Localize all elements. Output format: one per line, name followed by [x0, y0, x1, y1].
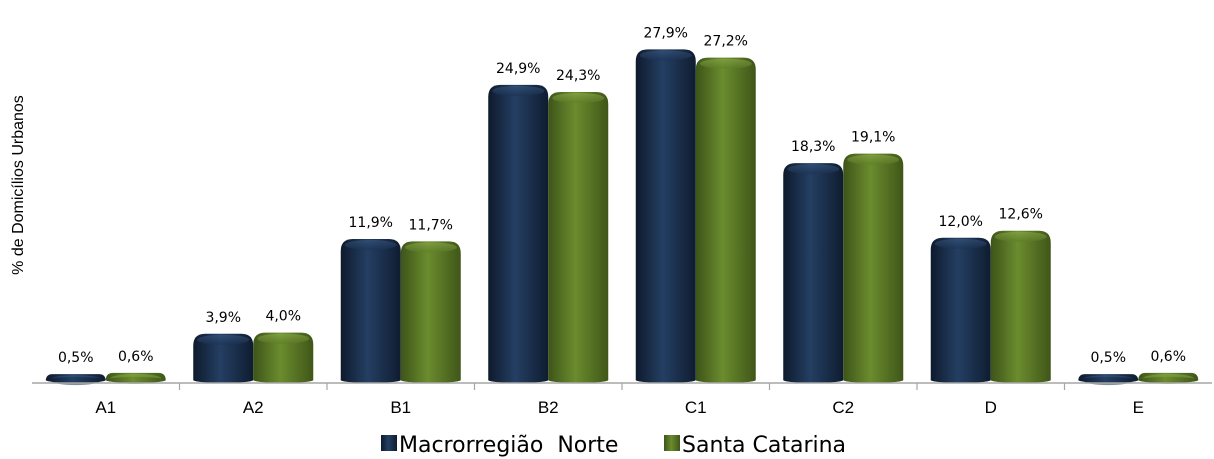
legend-label-santa-catarina: Santa Catarina	[682, 433, 846, 458]
x-tick-label-a2: A2	[243, 398, 264, 417]
x-tick-label-d: D	[985, 398, 997, 417]
bar-macrorregiao-norte-d	[930, 237, 991, 383]
legend-label-macrorregiao-norte: Macrorregião Norte	[399, 433, 618, 458]
data-label-santa-catarina-c2: 19,1%	[851, 130, 895, 146]
data-label-santa-catarina-a1: 0,6%	[118, 349, 154, 365]
data-label-macrorregiao-norte-b1: 11,9%	[349, 215, 393, 231]
legend-item-santa-catarina: Santa Catarina	[664, 433, 846, 458]
bar-santa-catarina-a1	[105, 372, 166, 384]
data-label-santa-catarina-b2: 24,3%	[556, 68, 600, 84]
bar-macrorregiao-norte-c2	[783, 163, 844, 383]
data-label-macrorregiao-norte-b2: 24,9%	[496, 61, 540, 77]
bars-layer	[45, 49, 1199, 386]
bar-santa-catarina-e	[1138, 372, 1199, 384]
bar-macrorregiao-norte-b1	[340, 238, 401, 383]
x-tick-label-c1: C1	[685, 398, 707, 417]
x-tick-label-b1: B1	[390, 398, 411, 417]
x-tick-label-b2: B2	[538, 398, 559, 417]
legend: Macrorregião Norte Santa Catarina	[381, 433, 846, 458]
data-label-macrorregiao-norte-a1: 0,5%	[58, 350, 94, 366]
x-tick-label-a1: A1	[95, 398, 116, 417]
data-label-macrorregiao-norte-c1: 27,9%	[644, 25, 688, 41]
data-label-santa-catarina-d: 12,6%	[999, 207, 1043, 223]
data-labels-layer: 0,5% 0,6% 3,9% 4,0% 11,9% 11,7% 24,9% 24,3% 27,9…	[58, 25, 1186, 366]
data-label-macrorregiao-norte-a2: 3,9%	[205, 310, 241, 326]
x-tick-label-c2: C2	[832, 398, 854, 417]
data-label-macrorregiao-norte-d: 12,0%	[939, 214, 983, 230]
bar-santa-catarina-b2	[548, 92, 609, 383]
bar-macrorregiao-norte-b2	[488, 84, 549, 383]
bar-macrorregiao-norte-c1	[635, 49, 696, 383]
bar-santa-catarina-c2	[843, 153, 904, 383]
bar-santa-catarina-a2	[253, 332, 314, 383]
x-axis-ticks: A1 A2 B1 B2 C1 C2 D E	[95, 383, 1144, 417]
bar-santa-catarina-d	[990, 230, 1051, 383]
data-label-santa-catarina-e: 0,6%	[1150, 349, 1186, 365]
data-label-macrorregiao-norte-e: 0,5%	[1090, 350, 1126, 366]
x-tick-label-e: E	[1133, 398, 1144, 417]
legend-item-macrorregiao-norte: Macrorregião Norte	[381, 433, 618, 458]
data-label-santa-catarina-c1: 27,2%	[704, 34, 748, 50]
y-axis-title: % de Domicílios Urbanos	[10, 95, 27, 275]
bar-santa-catarina-b1	[400, 241, 461, 383]
legend-swatch-macrorregiao-norte	[381, 435, 397, 451]
data-label-santa-catarina-b1: 11,7%	[409, 217, 453, 233]
data-label-macrorregiao-norte-c2: 18,3%	[791, 139, 835, 155]
legend-swatch-santa-catarina	[664, 435, 680, 451]
data-label-santa-catarina-a2: 4,0%	[265, 309, 301, 325]
bar-macrorregiao-norte-a2	[193, 333, 254, 383]
bar-santa-catarina-c1	[695, 57, 756, 383]
